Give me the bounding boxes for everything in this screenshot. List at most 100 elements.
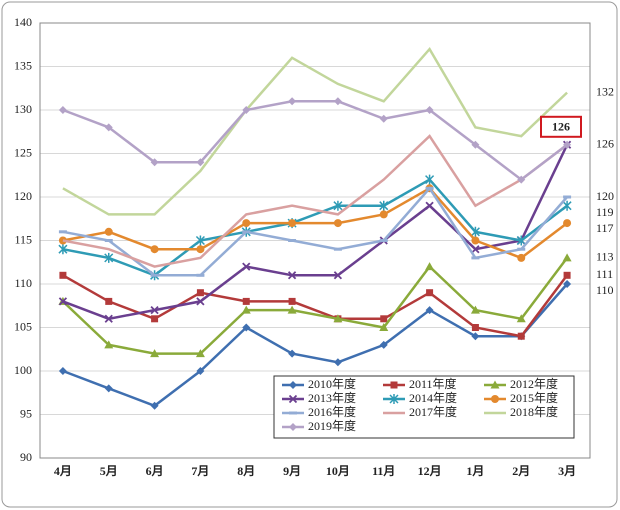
marker	[425, 201, 434, 210]
marker	[150, 245, 159, 254]
marker	[151, 315, 159, 323]
series-line	[62, 257, 569, 355]
marker	[242, 219, 251, 228]
x-tick-label: 9月	[283, 464, 301, 478]
marker	[470, 305, 480, 314]
series-line	[62, 46, 568, 216]
x-tick-label: 10月	[326, 464, 350, 478]
marker	[380, 315, 388, 323]
end-label: 132	[596, 84, 614, 98]
x-tick-label: 4月	[54, 464, 72, 478]
marker	[58, 297, 68, 306]
y-tick-label: 90	[20, 450, 32, 464]
marker	[105, 297, 113, 305]
legend-label: 2018年度	[510, 404, 558, 419]
legend-label: 2017年度	[409, 404, 457, 419]
legend-label: 2011年度	[409, 376, 457, 391]
x-tick-label: 7月	[191, 464, 209, 478]
x-tick-label: 5月	[100, 464, 118, 478]
callout-box	[540, 115, 582, 138]
marker	[242, 297, 250, 305]
marker	[104, 227, 113, 236]
marker	[104, 384, 113, 393]
marker	[517, 332, 525, 340]
marker	[333, 358, 342, 367]
marker	[563, 219, 572, 228]
x-tick-label: 2月	[512, 464, 530, 478]
marker	[287, 271, 297, 280]
marker	[196, 297, 205, 306]
marker	[196, 367, 205, 375]
marker	[333, 271, 343, 280]
marker	[242, 323, 251, 332]
end-label: 120	[596, 189, 614, 203]
marker	[333, 200, 343, 211]
marker	[379, 114, 388, 123]
marker	[426, 289, 434, 297]
marker	[425, 262, 435, 271]
marker	[59, 271, 67, 279]
marker	[563, 280, 572, 288]
marker	[58, 367, 67, 375]
legend-label: 2019年度	[308, 418, 356, 433]
marker	[471, 245, 480, 254]
marker	[563, 271, 571, 279]
end-label: 111	[596, 267, 613, 281]
y-tick-label: 115	[14, 232, 32, 246]
callout-label: 126	[552, 120, 570, 134]
y-tick-label: 110	[14, 276, 32, 290]
marker	[379, 200, 389, 211]
marker	[150, 401, 159, 410]
end-label: 113	[596, 250, 614, 264]
legend-label: 2014年度	[409, 390, 457, 405]
marker	[333, 97, 342, 106]
end-label: 117	[596, 221, 614, 235]
marker	[195, 349, 205, 358]
marker	[471, 324, 479, 331]
marker	[379, 323, 389, 331]
y-tick-label: 95	[20, 406, 32, 420]
marker	[104, 123, 113, 132]
x-tick-label: 6月	[146, 464, 164, 478]
marker	[471, 236, 480, 245]
marker	[517, 253, 526, 262]
y-tick-label: 135	[14, 58, 32, 72]
marker	[516, 235, 526, 246]
marker	[333, 314, 343, 323]
marker	[379, 210, 388, 219]
marker	[288, 219, 297, 228]
marker	[196, 289, 204, 297]
marker	[517, 175, 526, 184]
legend-label: 2013年度	[308, 390, 356, 405]
plot-border	[39, 22, 591, 459]
legend-label: 2016年度	[308, 404, 356, 419]
legend-box	[273, 375, 575, 439]
marker	[470, 226, 480, 237]
x-tick-label: 11月	[372, 464, 395, 478]
marker	[104, 252, 114, 263]
end-label: 110	[596, 283, 614, 297]
x-tick-label: 8月	[237, 464, 255, 478]
marker	[288, 97, 297, 106]
marker	[287, 305, 297, 314]
marker	[516, 314, 526, 323]
marker	[150, 158, 159, 167]
series-line	[62, 144, 569, 321]
series-line	[62, 100, 568, 182]
y-tick-label: 100	[14, 363, 32, 377]
series-line	[62, 274, 569, 338]
series-line	[62, 283, 569, 408]
marker	[390, 381, 398, 389]
marker	[196, 158, 205, 167]
legend-label: 2010年度	[308, 376, 356, 391]
marker	[425, 306, 434, 315]
marker	[241, 305, 251, 314]
end-label: 119	[596, 205, 614, 219]
marker	[562, 200, 572, 211]
series-line	[62, 186, 568, 260]
marker	[288, 394, 298, 404]
y-tick-label: 140	[14, 15, 32, 29]
marker	[196, 245, 205, 254]
marker	[379, 340, 388, 349]
